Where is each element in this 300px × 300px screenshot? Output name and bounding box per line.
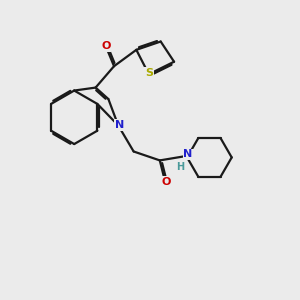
Text: H: H (176, 162, 184, 172)
Text: N: N (115, 120, 124, 130)
Text: O: O (101, 41, 110, 51)
Text: O: O (161, 177, 170, 187)
Text: S: S (145, 68, 153, 78)
Text: N: N (183, 149, 193, 160)
